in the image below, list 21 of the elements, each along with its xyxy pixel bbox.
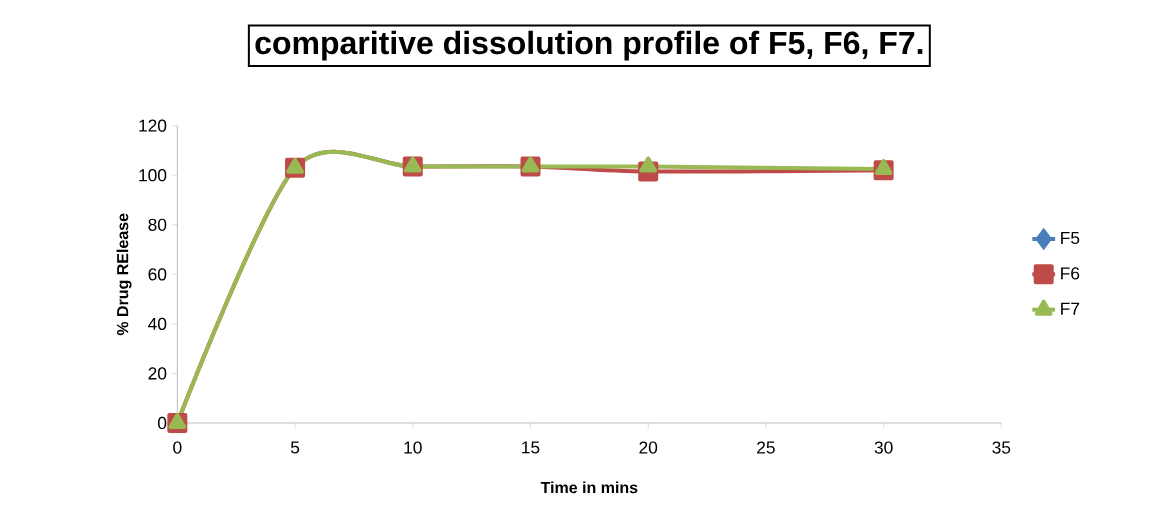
x-tick-label: 15 [522, 441, 540, 454]
legend-label: F5 [1061, 232, 1080, 245]
y-tick-label: 20 [148, 367, 167, 380]
x-tick-label: 10 [404, 441, 422, 454]
y-tick-label: 40 [148, 317, 167, 331]
x-tick-label: 0 [173, 441, 182, 454]
y-tick-label: 80 [148, 218, 167, 231]
x-tick-label: 25 [757, 441, 775, 454]
chart-title: comparitive dissolution profile of F5, F6, F7. [255, 30, 923, 61]
x-tick-label: 20 [639, 441, 658, 454]
y-tick-label: 0 [157, 416, 167, 430]
x-tick-label: 35 [992, 441, 1011, 454]
x-tick-label: 5 [290, 441, 300, 454]
legend-label: F6 [1061, 267, 1080, 280]
legend-label: F7 [1061, 302, 1080, 315]
x-tick-label: 30 [874, 441, 893, 454]
x-axis-title: Time in mins [540, 481, 638, 494]
y-tick-label: 100 [139, 169, 167, 182]
y-tick-label: 60 [148, 268, 167, 281]
y-axis-title: % Drug RElease [116, 213, 132, 336]
y-tick-label: 120 [139, 119, 167, 132]
